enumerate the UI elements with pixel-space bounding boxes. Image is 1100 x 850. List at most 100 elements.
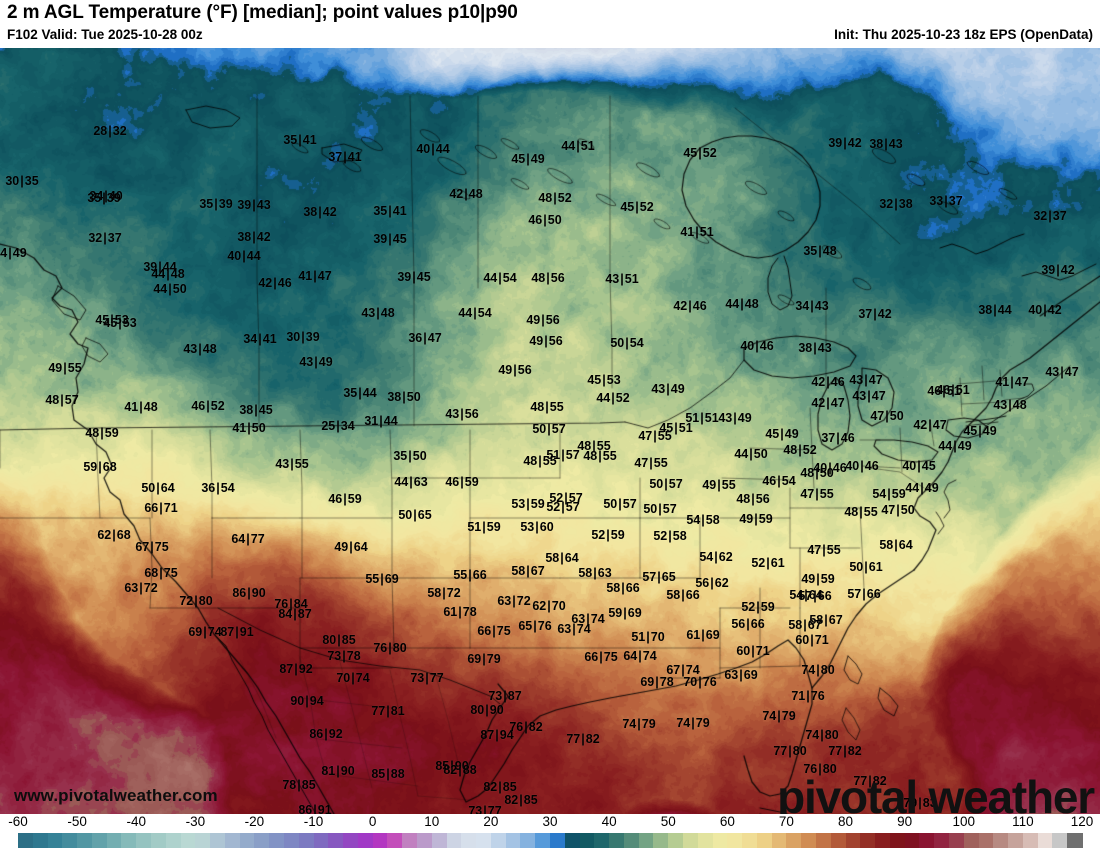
- colorbar-swatch[interactable]: [62, 833, 78, 848]
- point-value-label: 58|63: [578, 566, 612, 580]
- colorbar-swatch[interactable]: [623, 833, 640, 848]
- colorbar-swatch[interactable]: [993, 833, 1009, 848]
- point-value-label: 66|75: [584, 650, 618, 664]
- colorbar-swatch[interactable]: [801, 833, 817, 848]
- colorbar-swatch[interactable]: [357, 833, 374, 848]
- colorbar-swatch[interactable]: [284, 833, 300, 848]
- colorbar-swatch[interactable]: [609, 833, 625, 848]
- point-value-label: 73|78: [327, 649, 361, 663]
- colorbar-swatch[interactable]: [697, 833, 714, 848]
- point-value-label: 44|50: [734, 447, 768, 461]
- colorbar-swatch[interactable]: [653, 833, 669, 848]
- colorbar-swatch[interactable]: [387, 833, 403, 848]
- colorbar-swatch[interactable]: [32, 833, 49, 848]
- colorbar-swatch[interactable]: [535, 833, 551, 848]
- point-value-label: 54|62: [699, 550, 733, 564]
- colorbar-swatch[interactable]: [298, 833, 315, 848]
- colorbar-swatch[interactable]: [180, 833, 196, 848]
- colorbar-swatch[interactable]: [195, 833, 211, 848]
- colorbar-swatch[interactable]: [949, 833, 965, 848]
- point-value-label: 50|57: [643, 502, 677, 516]
- colorbar-swatch[interactable]: [91, 833, 108, 848]
- colorbar-swatch[interactable]: [343, 833, 359, 848]
- colorbar-swatch[interactable]: [564, 833, 581, 848]
- point-value-label: 41|47: [995, 375, 1029, 389]
- colorbar-swatch[interactable]: [431, 833, 448, 848]
- colorbar-swatch[interactable]: [47, 833, 63, 848]
- point-value-label: 56|66: [731, 617, 765, 631]
- colorbar-swatch[interactable]: [889, 833, 906, 848]
- colorbar-gradient[interactable]: [0, 833, 1100, 848]
- colorbar-swatch[interactable]: [269, 833, 285, 848]
- colorbar-swatch[interactable]: [77, 833, 93, 848]
- point-value-label: 63|72: [497, 594, 531, 608]
- map-viewport[interactable]: 28|32 35|41 30|35 34|40 35|39 35|39 39|43 38|42…: [0, 48, 1100, 814]
- point-value-label: 74|79: [676, 716, 710, 730]
- colorbar-swatch[interactable]: [461, 833, 477, 848]
- point-value-label: 50|65: [398, 508, 432, 522]
- colorbar-swatch[interactable]: [727, 833, 743, 848]
- colorbar-swatch[interactable]: [328, 833, 344, 848]
- colorbar-swatch[interactable]: [520, 833, 536, 848]
- colorbar-swatch[interactable]: [372, 833, 389, 848]
- point-value-label: 63|72: [124, 581, 158, 595]
- colorbar-swatch[interactable]: [18, 833, 34, 848]
- point-value-label: 46|51: [927, 384, 961, 398]
- colorbar-swatch[interactable]: [742, 833, 758, 848]
- colorbar-swatch[interactable]: [505, 833, 522, 848]
- colorbar-swatch[interactable]: [712, 833, 728, 848]
- colorbar-swatch[interactable]: [978, 833, 994, 848]
- colorbar[interactable]: -60 -50 -40 -30 -20 -10 0 10 20 30 40 50 60 70 80 90 100…: [0, 814, 1100, 850]
- colorbar-swatch[interactable]: [683, 833, 699, 848]
- colorbar-swatch[interactable]: [594, 833, 610, 848]
- colorbar-swatch[interactable]: [239, 833, 256, 848]
- point-value-label: 49|59: [739, 512, 773, 526]
- colorbar-swatch[interactable]: [1052, 833, 1068, 848]
- point-value-label: 41|51: [680, 225, 714, 239]
- colorbar-swatch[interactable]: [875, 833, 891, 848]
- colorbar-swatch[interactable]: [1008, 833, 1024, 848]
- colorbar-swatch[interactable]: [1037, 833, 1054, 848]
- colorbar-swatch[interactable]: [756, 833, 773, 848]
- colorbar-swatch[interactable]: [121, 833, 137, 848]
- colorbar-swatch[interactable]: [786, 833, 802, 848]
- colorbar-swatch[interactable]: [830, 833, 847, 848]
- point-value-label: 73|87: [488, 689, 522, 703]
- colorbar-swatch[interactable]: [136, 833, 152, 848]
- colorbar-swatch[interactable]: [151, 833, 167, 848]
- point-value-label: 50|57: [603, 497, 637, 511]
- colorbar-swatch[interactable]: [313, 833, 329, 848]
- colorbar-swatch[interactable]: [771, 833, 788, 848]
- point-value-label: 77|82: [828, 744, 862, 758]
- colorbar-swatch[interactable]: [446, 833, 462, 848]
- colorbar-swatch[interactable]: [668, 833, 684, 848]
- colorbar-swatch[interactable]: [254, 833, 270, 848]
- point-value-label: 65|76: [518, 619, 552, 633]
- point-value-label: 46|59: [445, 475, 479, 489]
- point-value-label: 52|59: [741, 600, 775, 614]
- colorbar-swatch[interactable]: [845, 833, 861, 848]
- colorbar-tick-30: 30: [542, 814, 558, 829]
- colorbar-swatch[interactable]: [1067, 833, 1083, 848]
- point-value-label: 58|64: [545, 551, 579, 565]
- colorbar-swatch[interactable]: [579, 833, 595, 848]
- colorbar-swatch[interactable]: [638, 833, 655, 848]
- colorbar-swatch[interactable]: [934, 833, 950, 848]
- point-value-label: 47|50: [881, 503, 915, 517]
- point-value-label: 58|67: [511, 564, 545, 578]
- colorbar-swatch[interactable]: [165, 833, 182, 848]
- colorbar-swatch[interactable]: [904, 833, 921, 848]
- colorbar-swatch[interactable]: [919, 833, 935, 848]
- colorbar-swatch[interactable]: [210, 833, 226, 848]
- colorbar-swatch[interactable]: [490, 833, 507, 848]
- colorbar-swatch[interactable]: [550, 833, 566, 848]
- colorbar-swatch[interactable]: [816, 833, 832, 848]
- colorbar-swatch[interactable]: [860, 833, 876, 848]
- colorbar-swatch[interactable]: [224, 833, 241, 848]
- colorbar-swatch[interactable]: [402, 833, 418, 848]
- colorbar-swatch[interactable]: [963, 833, 980, 848]
- colorbar-swatch[interactable]: [1022, 833, 1039, 848]
- colorbar-swatch[interactable]: [417, 833, 433, 848]
- colorbar-swatch[interactable]: [476, 833, 492, 848]
- colorbar-swatch[interactable]: [106, 833, 123, 848]
